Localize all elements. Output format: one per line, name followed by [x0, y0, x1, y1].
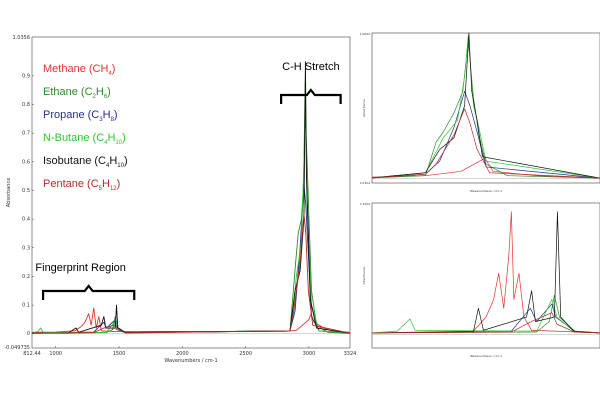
y-max-label: 0.1502 — [360, 202, 370, 206]
series-line-1 — [31, 109, 351, 334]
ch-stretch-label: C-H Stretch — [282, 61, 339, 73]
legend-entry-2: Propane (C3H8) — [43, 109, 118, 123]
series-line-4 — [31, 61, 351, 334]
y-min-label: -0.049735 — [4, 345, 30, 351]
x-max-label: 3324 — [344, 351, 357, 357]
y-tick-label: 0.5 — [22, 188, 30, 194]
inset-ch-stretch-chart: 1.0002 -0.0304 Wavenumbers / cm-1 Absorbanc… — [360, 32, 600, 193]
inset-fingerprint-chart: 0.1502 Wavenumbers / cm-1 Absorbance — [360, 202, 600, 358]
series-line-2 — [371, 303, 600, 334]
y-tick-label: 0.6 — [22, 159, 30, 165]
y-tick-label: 0.7 — [22, 131, 30, 137]
plot-frame — [31, 36, 351, 349]
y-tick-label: 0.2 — [22, 274, 30, 280]
fingerprint-bracket — [41, 284, 136, 300]
y-axis-title: Absorbance — [6, 178, 12, 208]
plot-frame — [371, 32, 600, 184]
series-line-2 — [371, 90, 600, 179]
series-line-3 — [371, 35, 600, 179]
x-tick-label: 1500 — [113, 351, 126, 357]
x-tick-label: 3000 — [303, 351, 316, 357]
legend-entry-4: Isobutane (C4H10) — [43, 155, 128, 169]
series-line-4 — [371, 211, 600, 334]
series-line-5 — [371, 108, 600, 179]
y-min-label: -0.0304 — [360, 181, 370, 185]
x-tick-label: 2500 — [239, 351, 252, 357]
plot-frame — [371, 202, 600, 349]
legend-entry-5: Pentane (C5H12) — [43, 178, 120, 192]
x-axis-title: Wavenumbers / cm-1 — [470, 189, 502, 193]
x-tick-label: 2000 — [176, 351, 189, 357]
y-tick-label: 0.3 — [22, 245, 30, 251]
y-axis-title: Absorbance — [362, 266, 366, 284]
y-tick-label: 0.1 — [22, 303, 30, 309]
x-tick-label: 1000 — [49, 351, 62, 357]
y-tick-label: 0.8 — [22, 102, 30, 108]
y-tick-label: 0 — [27, 331, 30, 337]
ch-stretch-bracket — [280, 88, 342, 104]
legend-entry-1: Ethane (C2H6) — [43, 86, 111, 100]
x-axis-title: Wavenumbers / cm-1 — [470, 354, 502, 358]
series-line-0 — [371, 211, 600, 334]
y-max-label: 1.0356 — [13, 35, 31, 41]
series-line-1 — [371, 294, 600, 334]
y-axis-title: Absorbance — [362, 99, 366, 117]
x-min-label: 812.44 — [23, 351, 41, 357]
main-spectrum-chart: 0 0.1 0.2 0.3 0.4 0.5 0.6 0.7 0.8 0.9 1.0356 -0.049… — [4, 35, 357, 364]
y-tick-label: 0.9 — [22, 73, 30, 79]
series-line-5 — [31, 212, 351, 334]
fingerprint-label: Fingerprint Region — [35, 262, 126, 274]
y-tick-label: 0.4 — [22, 217, 30, 223]
series-line-0 — [31, 307, 351, 333]
series-line-3 — [371, 299, 600, 334]
series-line-4 — [371, 32, 600, 179]
series-line-5 — [371, 312, 600, 334]
y-max-label: 1.0002 — [360, 32, 370, 36]
legend-entry-0: Methane (CH4) — [43, 63, 115, 77]
legend-entry-3: N-Butane (C4H10) — [43, 132, 126, 146]
x-axis-title: Wavenumbers / cm-1 — [164, 358, 217, 364]
